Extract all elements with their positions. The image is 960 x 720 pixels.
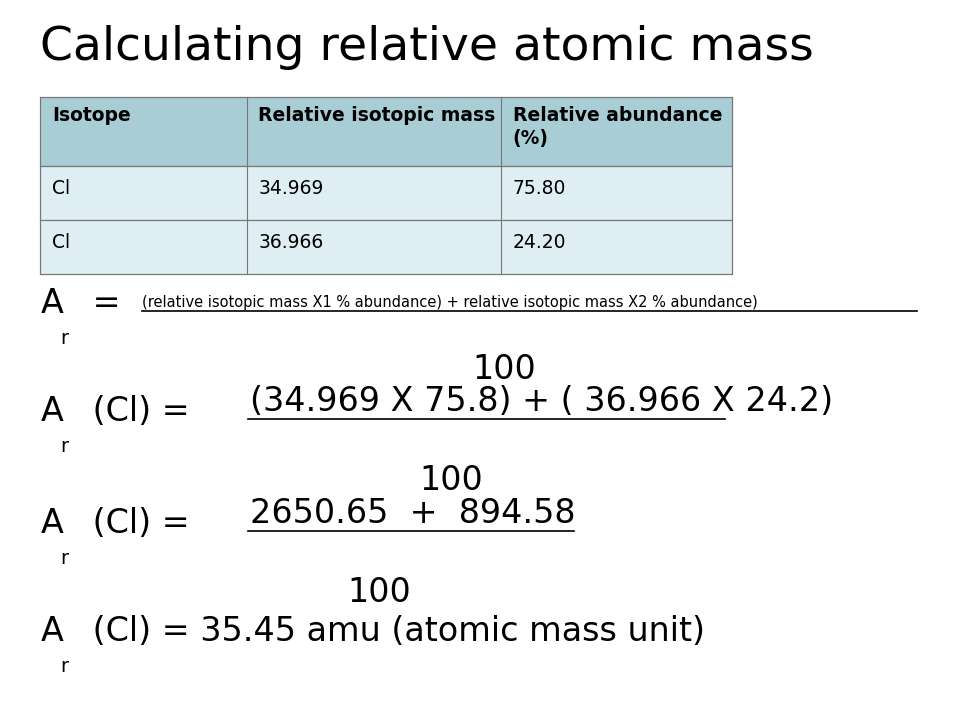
Text: (Cl) =: (Cl) = — [82, 507, 210, 540]
Text: A: A — [40, 395, 63, 428]
Text: 100: 100 — [420, 464, 483, 498]
Text: 2650.65  +  894.58: 2650.65 + 894.58 — [250, 497, 575, 530]
Text: r: r — [60, 657, 68, 676]
Text: (Cl) = 35.45 amu (atomic mass unit): (Cl) = 35.45 amu (atomic mass unit) — [82, 615, 705, 648]
Text: r: r — [60, 549, 68, 568]
Text: 75.80: 75.80 — [513, 179, 566, 197]
Text: A: A — [40, 615, 63, 648]
Text: 24.20: 24.20 — [513, 233, 566, 251]
Text: 36.966: 36.966 — [258, 233, 324, 251]
Text: 100: 100 — [348, 576, 411, 609]
Text: (34.969 X 75.8) + ( 36.966 X 24.2): (34.969 X 75.8) + ( 36.966 X 24.2) — [250, 385, 832, 418]
Text: =: = — [82, 287, 131, 320]
Text: (relative isotopic mass X1 % abundance) + relative isotopic mass X2 % abundance): (relative isotopic mass X1 % abundance) … — [142, 295, 757, 310]
Text: A: A — [40, 507, 63, 540]
Text: r: r — [60, 437, 68, 456]
FancyBboxPatch shape — [40, 166, 732, 220]
FancyBboxPatch shape — [40, 97, 732, 166]
Text: Calculating relative atomic mass: Calculating relative atomic mass — [40, 25, 814, 71]
Text: A: A — [40, 287, 63, 320]
Text: Relative isotopic mass: Relative isotopic mass — [258, 106, 495, 125]
Text: Relative abundance
(%): Relative abundance (%) — [513, 106, 722, 148]
Text: 34.969: 34.969 — [258, 179, 324, 197]
Text: 100: 100 — [472, 353, 536, 386]
Text: Cl: Cl — [52, 179, 70, 197]
Text: r: r — [60, 329, 68, 348]
Text: (Cl) =: (Cl) = — [82, 395, 200, 428]
FancyBboxPatch shape — [40, 220, 732, 274]
Text: Cl: Cl — [52, 233, 70, 251]
Text: Isotope: Isotope — [52, 106, 131, 125]
